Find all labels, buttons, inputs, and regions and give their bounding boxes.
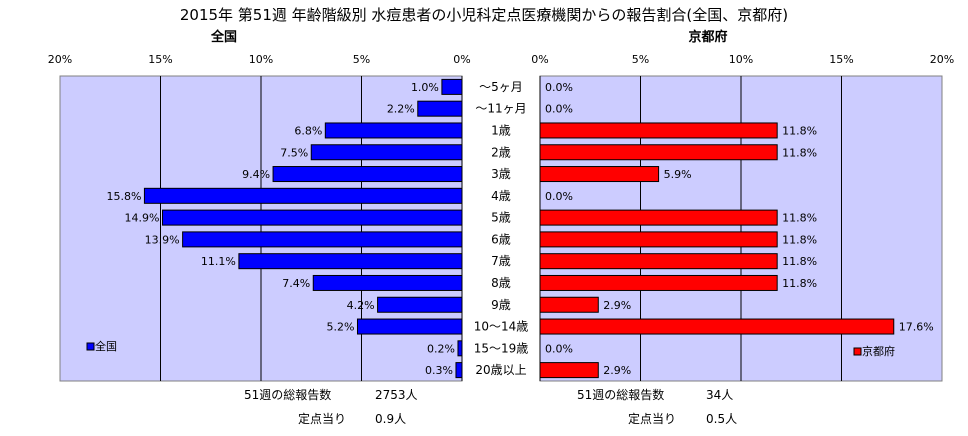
national-data-label: 5.2% [327, 321, 355, 334]
national-data-label: 2.2% [387, 103, 415, 116]
kyoto-data-label: 11.8% [782, 146, 817, 159]
category-label: 9歳 [491, 298, 511, 312]
national-total-value: 2753人 [375, 388, 418, 402]
kyoto-total-value: 34人 [706, 388, 734, 402]
kyoto-data-label: 0.0% [545, 342, 573, 355]
category-label: 3歳 [491, 167, 511, 181]
category-label: 7歳 [491, 254, 511, 268]
kyoto-per-value: 0.5人 [706, 412, 738, 426]
kyoto-bar [539, 253, 778, 270]
national-data-label: 7.5% [280, 146, 308, 159]
right-x-tick-label: 15% [829, 53, 853, 66]
kyoto-total-label: 51週の総報告数 [577, 388, 665, 402]
kyoto-bar [539, 362, 599, 379]
left-x-tick-label: 15% [148, 53, 172, 66]
category-label: 6歳 [491, 232, 511, 246]
national-bar [162, 209, 463, 226]
kyoto-data-label: 11.8% [782, 277, 817, 290]
category-label: 8歳 [491, 276, 511, 290]
right-x-tick-label: 5% [632, 53, 649, 66]
kyoto-data-label: 0.0% [545, 103, 573, 116]
national-per-label: 定点当り [298, 412, 347, 426]
kyoto-per-label: 定点当り [628, 412, 677, 426]
kyoto-data-label: 2.9% [603, 299, 631, 312]
category-label: ～5ヶ月 [479, 80, 523, 94]
national-data-label: 11.1% [201, 255, 236, 268]
legend-swatch-kyoto [853, 347, 862, 356]
category-label: 4歳 [491, 189, 511, 203]
national-bar [356, 318, 463, 335]
national-bar [272, 166, 463, 183]
kyoto-bar [539, 122, 778, 139]
national-bar [143, 187, 463, 204]
kyoto-data-label: 0.0% [545, 81, 573, 94]
national-bar [441, 78, 463, 95]
kyoto-data-label: 0.0% [545, 190, 573, 203]
national-data-label: 0.3% [425, 364, 453, 377]
national-total-label: 51週の総報告数 [244, 388, 332, 402]
category-label: 10～14歳 [474, 320, 529, 334]
right-x-tick-label: 0% [531, 53, 548, 66]
left-x-tick-label: 0% [453, 53, 470, 66]
national-data-label: 0.2% [427, 342, 455, 355]
kyoto-bar [539, 296, 599, 313]
right-panel-title: 京都府 [688, 29, 727, 45]
national-bar [457, 340, 463, 357]
kyoto-bar [539, 209, 778, 226]
kyoto-bar [539, 274, 778, 291]
national-data-label: 14.9% [125, 212, 160, 225]
right-x-tick-label: 20% [930, 53, 954, 66]
national-bar [377, 296, 463, 313]
national-data-label: 15.8% [106, 190, 141, 203]
national-bar [417, 100, 463, 117]
category-label: 1歳 [491, 123, 511, 137]
national-data-label: 6.8% [294, 124, 322, 137]
legend-label-national: 全国 [95, 339, 117, 353]
national-data-label: 4.2% [347, 299, 375, 312]
national-bar [182, 231, 463, 248]
national-data-label: 9.4% [242, 168, 270, 181]
kyoto-data-label: 11.8% [782, 124, 817, 137]
national-bar [238, 253, 463, 270]
left-x-tick-label: 5% [353, 53, 370, 66]
kyoto-data-label: 17.6% [899, 321, 934, 334]
category-label: 5歳 [491, 211, 511, 225]
national-data-label: 13.9% [145, 233, 180, 246]
national-bar [324, 122, 463, 139]
chart-title: 2015年 第51週 年齢階級別 水痘患者の小児科定点医療機関からの報告割合(全… [180, 6, 788, 24]
right-x-tick-label: 10% [729, 53, 753, 66]
kyoto-data-label: 11.8% [782, 212, 817, 225]
legend-label-kyoto: 京都府 [862, 344, 895, 358]
national-per-value: 0.9人 [375, 412, 407, 426]
national-bar [455, 362, 463, 379]
kyoto-data-label: 5.9% [664, 168, 692, 181]
left-panel-title: 全国 [210, 29, 237, 45]
kyoto-bar [539, 144, 778, 161]
category-label: 20歳以上 [475, 363, 526, 377]
category-label: ～11ヶ月 [475, 102, 526, 116]
category-label: 15～19歳 [474, 341, 529, 355]
kyoto-data-label: 2.9% [603, 364, 631, 377]
national-data-label: 7.4% [282, 277, 310, 290]
national-bar [310, 144, 463, 161]
kyoto-bar [539, 166, 660, 183]
national-data-label: 1.0% [411, 81, 439, 94]
kyoto-bar [539, 318, 895, 335]
kyoto-bar [539, 231, 778, 248]
national-bar [312, 274, 463, 291]
left-x-tick-label: 20% [48, 53, 72, 66]
kyoto-data-label: 11.8% [782, 255, 817, 268]
legend-swatch-national [86, 342, 95, 351]
kyoto-data-label: 11.8% [782, 233, 817, 246]
left-x-tick-label: 10% [249, 53, 273, 66]
category-label: 2歳 [491, 145, 511, 159]
